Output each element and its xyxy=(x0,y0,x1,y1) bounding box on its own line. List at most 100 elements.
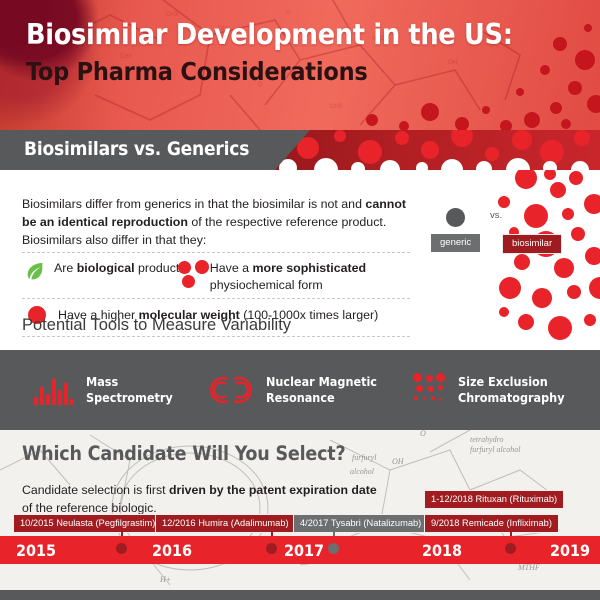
bullet-biological: Are biological products xyxy=(24,260,194,282)
header-photo-background xyxy=(0,0,600,130)
svg-text:CH3: CH3 xyxy=(330,104,343,110)
cand-post: of the reference biologic. xyxy=(22,500,157,515)
svg-text:furfuryl alcohol: furfuryl alcohol xyxy=(470,445,521,454)
svg-text:O: O xyxy=(420,430,426,438)
timeline-event-humira[interactable]: 12/2016 Humira (Adalimumab) xyxy=(155,514,296,533)
bullet-molecular-weight-text: Have a higher molecular weight (100-1000… xyxy=(58,307,378,324)
timeline-pin-neulasta[interactable] xyxy=(116,543,127,554)
b2-bold: molecular weight xyxy=(138,307,240,322)
generic-tag: generic xyxy=(431,234,481,252)
generic-molecule-dot xyxy=(446,208,465,227)
tool-size-exclusion: Size Exclusion Chromatography xyxy=(412,373,565,407)
svg-text:tetrahydro: tetrahydro xyxy=(470,435,503,444)
bullet-physiochemical: Have a more sophisticated physiochemical… xyxy=(178,260,408,293)
svg-text:OH: OH xyxy=(392,457,405,466)
footer-bar xyxy=(0,590,600,600)
nmr-arcs-icon xyxy=(208,374,254,406)
cand-bold: driven by the patent expiration date xyxy=(168,483,377,498)
tool-mass-spectrometry-label: Mass Spectrometry xyxy=(86,374,173,405)
page-title-line1: Biosimilar Development in the US: xyxy=(26,18,513,51)
candidate-section: furfuryl OH alcohol tetrahydro furfuryl al… xyxy=(0,430,600,590)
tool-nmr-label: Nuclear Magnetic Resonance xyxy=(266,374,377,405)
bullet-biological-text: Are biological products xyxy=(54,260,186,277)
svg-text:H+: H+ xyxy=(159,575,171,584)
intro-part1: Biosimilars differ from generics in that… xyxy=(22,197,366,212)
timeline-event-rituxan[interactable]: 1-12/2018 Rituxan (Rituximab) xyxy=(424,490,565,509)
bullet-physiochemical-text: Have a more sophisticated physiochemical… xyxy=(210,260,408,293)
cand-pre: Candidate selection is first xyxy=(22,483,169,498)
timeline-event-neulasta[interactable]: 10/2015 Neulasta (Pegfilgrastim) xyxy=(13,514,163,533)
dots-gradient-icon xyxy=(412,373,446,407)
leaf-icon-svg xyxy=(27,262,43,280)
tools-heading: Potential Tools to Measure Variability xyxy=(22,316,292,334)
bullet-molecular-weight: Have a higher molecular weight (100-1000… xyxy=(28,306,418,324)
tool1-line2: Resonance xyxy=(266,390,335,405)
svg-text:CH3: CH3 xyxy=(166,12,179,18)
svg-text:O: O xyxy=(286,10,291,16)
timeline-year-2017: 2017 xyxy=(284,541,325,560)
svg-text:OH: OH xyxy=(448,60,457,66)
timeline-year-2016: 2016 xyxy=(152,541,193,560)
three-dots-icon xyxy=(178,260,209,288)
section-banner: Biosimilars vs. Generics xyxy=(0,130,600,170)
candidate-heading: Which Candidate Will You Select? xyxy=(22,442,346,465)
b1-post: physiochemical form xyxy=(209,277,323,292)
page-title-line2: Top Pharma Considerations xyxy=(26,56,368,86)
b0-bold: biological xyxy=(76,261,135,275)
timeline-pin-remicade[interactable] xyxy=(505,543,516,554)
tool-mass-spectrometry: Mass Spectrometry xyxy=(34,374,204,405)
tool2-line1: Size Exclusion xyxy=(458,374,548,390)
svg-text:alcohol: alcohol xyxy=(350,467,375,476)
header-dot-cluster xyxy=(366,24,600,130)
svg-text:NH2: NH2 xyxy=(372,36,385,42)
intro-part2: of the respective reference product. Bio… xyxy=(22,215,387,247)
section-title: Biosimilars vs. Generics xyxy=(24,138,250,160)
timeline-bar xyxy=(0,536,600,564)
timeline-event-tysabri[interactable]: 4/2017 Tysabri (Natalizumab) xyxy=(293,514,429,533)
header-banner: CH3 OH O NH2 OH CH3 O CH3 Biosimilar Develop… xyxy=(0,0,600,130)
intro-paragraph: Biosimilars differ from generics in that… xyxy=(22,196,422,249)
tool0-line2: Spectrometry xyxy=(86,390,173,405)
divider-bottom xyxy=(22,336,410,337)
timeline-year-2019: 2019 xyxy=(550,541,591,560)
chemical-structure-pattern: CH3 OH O NH2 OH CH3 O CH3 xyxy=(59,0,521,130)
svg-text:MTHF: MTHF xyxy=(517,563,540,572)
generic-vs-biosimilar: vs. generic biosimilar xyxy=(418,170,600,340)
nmr-arcs-svg xyxy=(210,376,252,404)
svg-text:OH: OH xyxy=(218,26,227,32)
tool-nmr: Nuclear Magnetic Resonance xyxy=(208,374,408,406)
b1-pre: Have a xyxy=(209,261,253,275)
tool2-line2: Chromatography xyxy=(458,390,565,405)
divider-top xyxy=(22,252,410,253)
biosimilar-dot-cluster xyxy=(498,170,600,340)
timeline-event-remicade[interactable]: 9/2018 Remicade (Infliximab) xyxy=(424,514,559,533)
tools-strip: Mass Spectrometry Nuclear Magnetic Reson… xyxy=(0,350,600,430)
b0-pre: Are xyxy=(54,261,77,275)
biosimilar-tag: biosimilar xyxy=(502,234,563,254)
b1-bold: more sophisticated xyxy=(252,261,367,275)
timeline-year-2015: 2015 xyxy=(16,541,57,560)
bar-chart-icon xyxy=(34,375,74,405)
dot-icon xyxy=(28,306,46,324)
b0-post: products xyxy=(134,261,186,275)
timeline-year-2018: 2018 xyxy=(422,541,463,560)
timeline-pin-humira[interactable] xyxy=(266,543,277,554)
timeline-pin-tysabri[interactable] xyxy=(328,543,339,554)
banner-gray-shape xyxy=(0,130,310,170)
intro-bold: cannot be an identical reproduction xyxy=(22,197,407,229)
header-title-group: Biosimilar Development in the US: Top Ph… xyxy=(26,20,513,85)
leaf-icon xyxy=(24,260,46,282)
b2-pre: Have a higher xyxy=(58,307,139,322)
tool-size-exclusion-label: Size Exclusion Chromatography xyxy=(458,374,565,405)
tool0-line1: Mass xyxy=(86,374,119,390)
candidate-body: Candidate selection is first driven by t… xyxy=(22,482,382,516)
divider-mid xyxy=(22,298,410,299)
svg-text:CH3: CH3 xyxy=(120,54,133,60)
comparison-section: Biosimilars differ from generics in that… xyxy=(0,170,600,350)
svg-text:furfuryl: furfuryl xyxy=(352,453,377,462)
b2-post: (100-1000x times larger) xyxy=(239,307,379,322)
svg-text:O: O xyxy=(258,82,263,88)
tool1-line1: Nuclear Magnetic xyxy=(266,374,377,390)
vs-label: vs. xyxy=(490,210,503,221)
